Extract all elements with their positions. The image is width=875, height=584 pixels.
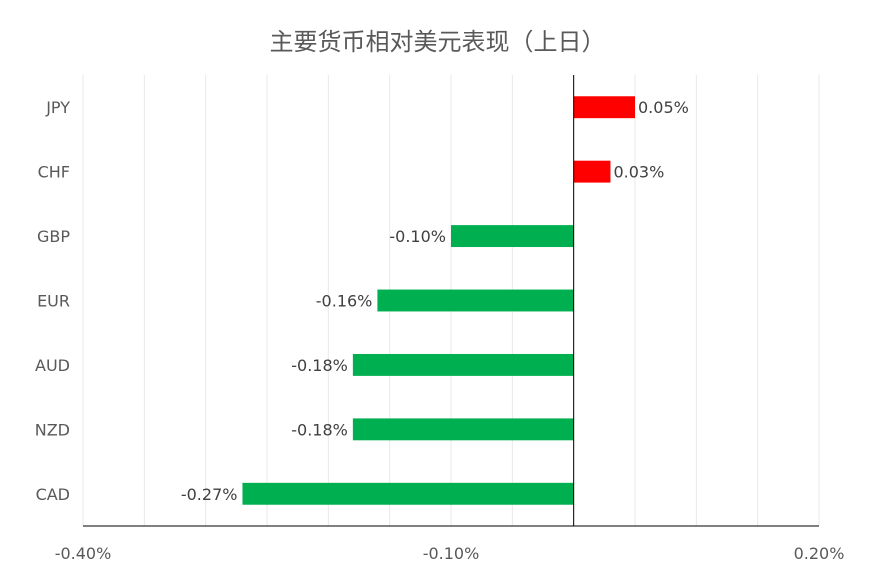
data-label-chf: 0.03%	[613, 163, 664, 182]
x-tick-label: -0.10%	[423, 544, 480, 563]
bar-cad	[242, 482, 574, 505]
category-label-nzd: NZD	[35, 420, 70, 439]
data-label-nzd: -0.18%	[291, 420, 348, 439]
data-label-gbp: -0.10%	[389, 227, 446, 246]
chart-title: 主要货币相对美元表现（上日）	[269, 28, 606, 56]
category-label-gbp: GBP	[37, 227, 70, 246]
x-tick-label: 0.20%	[794, 544, 845, 563]
bar-eur	[377, 289, 574, 312]
bar-gbp	[451, 225, 574, 248]
bars	[242, 96, 635, 505]
data-label-aud: -0.18%	[291, 356, 348, 375]
data-label-cad: -0.27%	[181, 485, 238, 504]
category-label-aud: AUD	[35, 356, 70, 375]
x-tick-label: -0.40%	[55, 544, 112, 563]
bar-aud	[352, 353, 574, 376]
data-label-jpy: 0.05%	[638, 98, 689, 117]
category-label-jpy: JPY	[45, 98, 70, 117]
category-label-cad: CAD	[36, 485, 70, 504]
data-label-eur: -0.16%	[316, 292, 373, 311]
labels: JPY 0.05% CHF 0.03% GBP -0.10% EUR -0.16% AUD -0.…	[35, 98, 689, 504]
bar-chf	[573, 160, 611, 183]
bar-nzd	[352, 418, 574, 441]
axes: -0.40% -0.10% 0.20%	[55, 75, 845, 563]
bar-jpy	[573, 96, 635, 119]
category-label-eur: EUR	[37, 292, 70, 311]
category-label-chf: CHF	[38, 163, 70, 182]
